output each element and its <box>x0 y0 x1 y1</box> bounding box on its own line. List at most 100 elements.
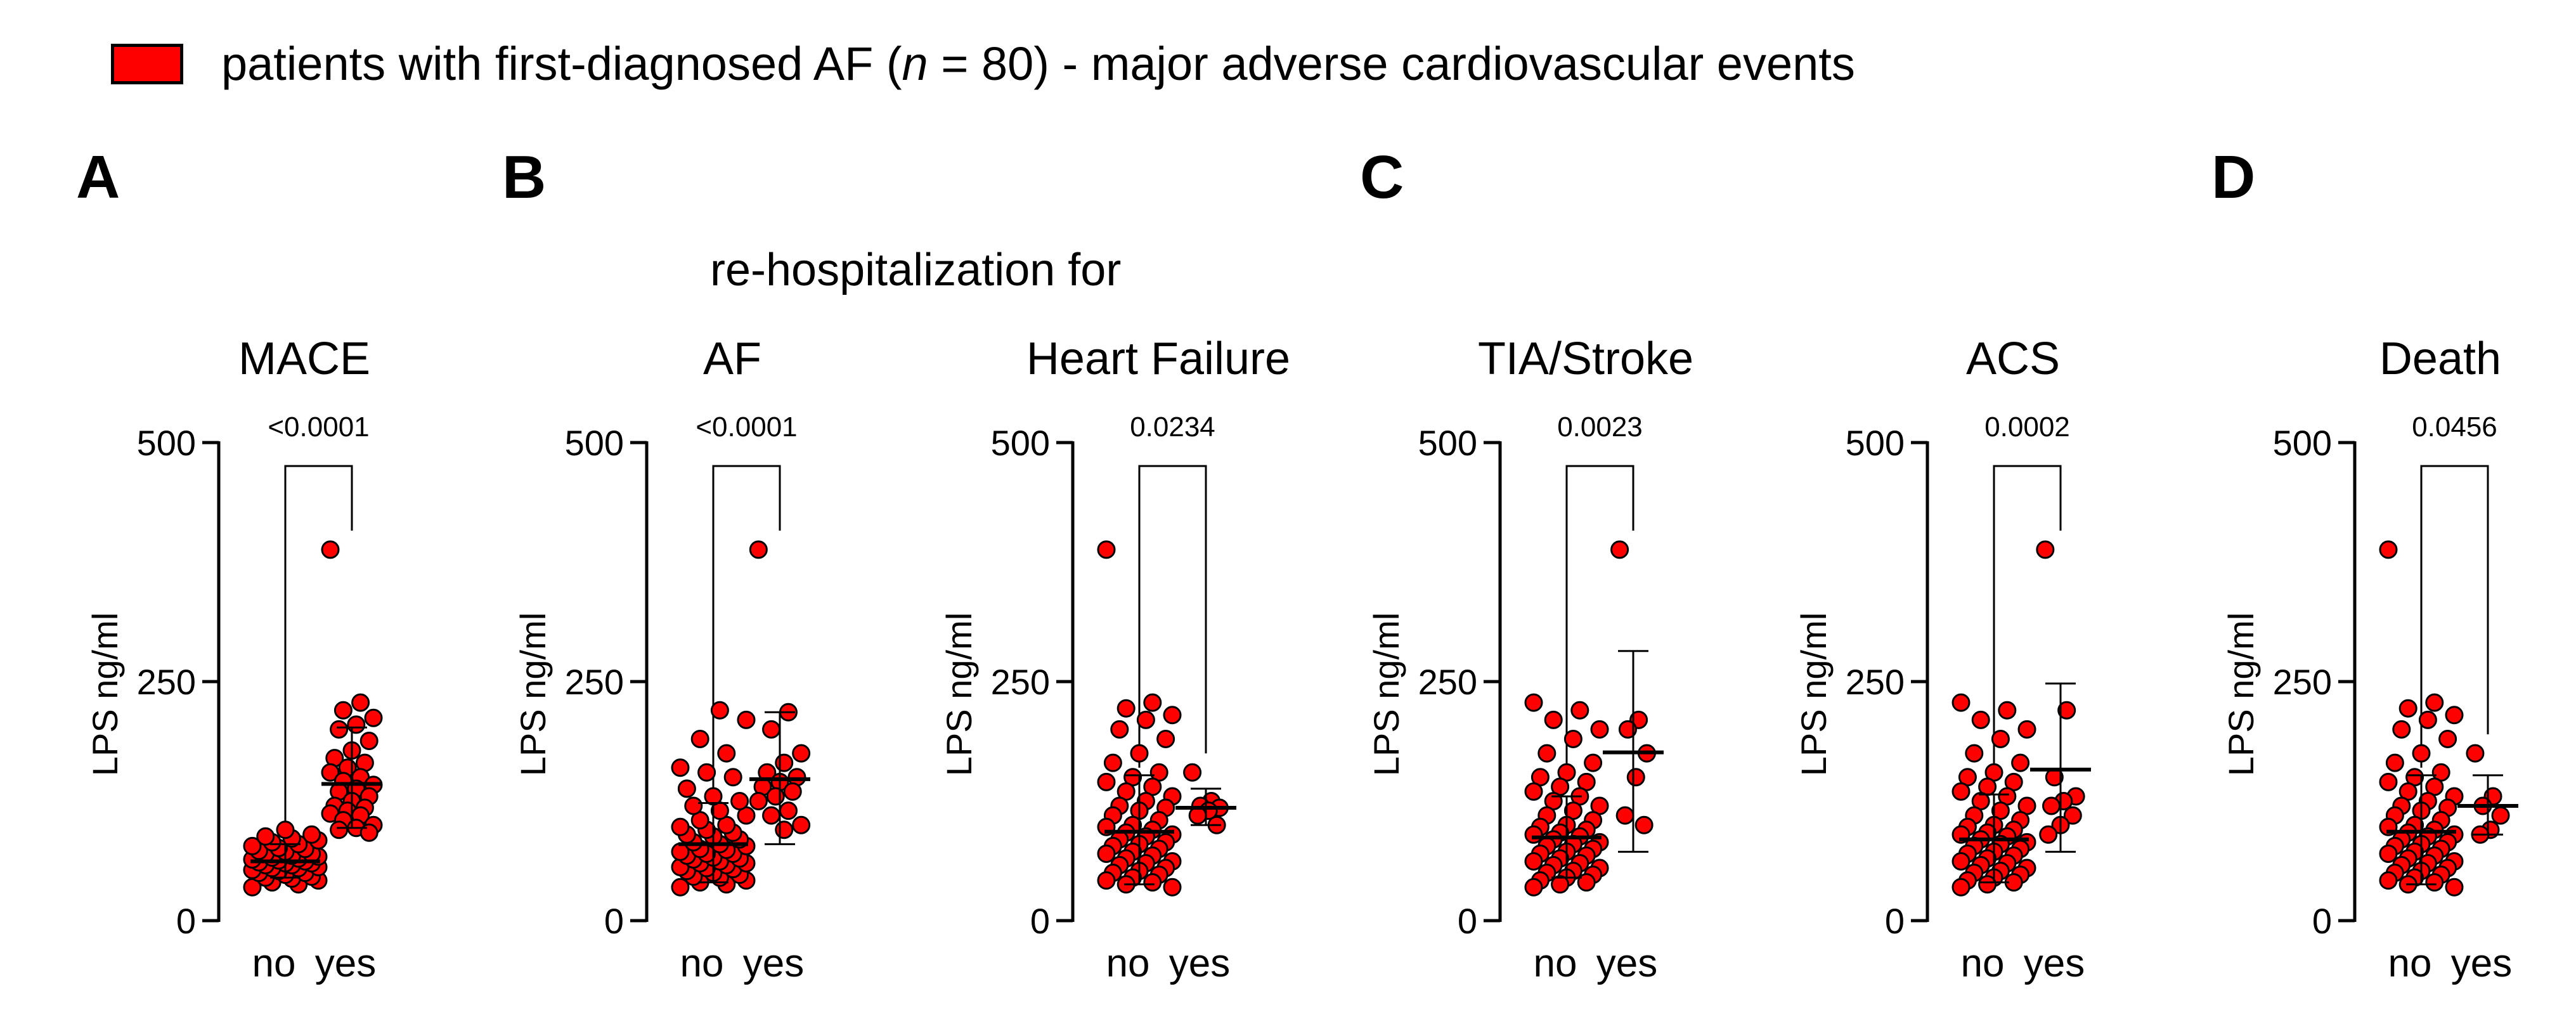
data-point-no <box>1998 701 2017 720</box>
data-point-yes <box>347 715 366 734</box>
y-axis-label: LPS ng/ml <box>1794 612 1834 776</box>
data-point-no <box>671 878 690 897</box>
data-point-no <box>2412 744 2431 763</box>
data-point-yes <box>1610 540 1629 559</box>
data-point-yes <box>359 823 379 842</box>
x-tick-label-no: no <box>1534 942 1577 985</box>
y-tick-label: 500 <box>2273 423 2332 463</box>
chart-title: AF <box>703 334 761 384</box>
y-tick-label: 0 <box>1885 901 1905 941</box>
x-tick-label-no: no <box>1106 942 1150 985</box>
significance-bracket <box>1138 465 1207 768</box>
data-point-yes <box>321 540 340 559</box>
p-value-label: <0.0001 <box>268 412 369 443</box>
data-point-yes <box>783 782 802 801</box>
data-point-no <box>730 792 749 810</box>
data-point-no <box>1951 782 1971 801</box>
p-value-label: 0.0023 <box>1557 412 1643 443</box>
data-point-no <box>1584 753 1603 772</box>
y-tick-label: 250 <box>137 662 196 702</box>
data-point-no <box>2011 753 2030 772</box>
data-point-yes <box>792 815 811 834</box>
chart-title: MACE <box>238 334 370 384</box>
data-point-no <box>1130 744 1149 763</box>
data-point-yes <box>749 540 768 559</box>
data-point-no <box>1524 825 1543 844</box>
data-point-no <box>1965 744 1984 763</box>
data-point-no <box>1951 852 1971 871</box>
y-tick-label: 250 <box>991 662 1050 702</box>
data-point-no <box>1991 729 2010 748</box>
y-tick-label: 250 <box>1418 662 1477 702</box>
y-tick-label: 500 <box>565 423 624 463</box>
y-axis-label: LPS ng/ml <box>513 612 553 776</box>
data-point-no <box>2017 720 2036 739</box>
y-axis-label: LPS ng/ml <box>939 612 979 776</box>
data-point-no <box>697 763 716 782</box>
data-point-no <box>1110 720 1129 739</box>
data-point-no <box>2445 706 2464 725</box>
y-tick-label: 0 <box>1458 901 1477 941</box>
y-tick-label: 0 <box>604 901 624 941</box>
data-point-yes <box>1634 815 1654 834</box>
data-point-yes <box>2042 796 2061 815</box>
y-tick-label: 500 <box>1846 423 1905 463</box>
y-axis-label: LPS ng/ml <box>85 612 125 776</box>
data-point-yes <box>766 787 785 806</box>
x-tick-label-yes: yes <box>1596 942 1657 985</box>
data-point-no <box>1524 782 1543 801</box>
data-point-no <box>2425 693 2444 712</box>
data-point-no <box>1524 852 1543 871</box>
data-point-no <box>671 758 690 777</box>
chart-0: MACE 0 250 500 LPS ng/ml no yes <0.0001 <box>85 334 383 985</box>
significance-bracket <box>1993 465 2062 787</box>
data-point-no <box>1570 701 1589 720</box>
data-point-no <box>1577 873 1596 892</box>
y-tick-label: 0 <box>2312 901 2332 941</box>
data-point-no <box>2379 772 2398 791</box>
data-point-no <box>677 779 696 798</box>
data-point-no <box>690 729 709 748</box>
x-tick-label-no: no <box>252 942 296 985</box>
legend-prefix: patients with first-diagnosed AF ( <box>221 37 902 90</box>
chart-title: ACS <box>1966 334 2060 384</box>
data-point-no <box>1097 844 1116 863</box>
data-point-no <box>1951 693 1971 712</box>
y-tick-label: 500 <box>1418 423 1477 463</box>
legend-swatch <box>111 43 183 84</box>
data-point-no <box>1590 720 1609 739</box>
data-point-no <box>1156 729 1175 748</box>
panel-letter-a: A <box>76 143 120 211</box>
data-point-yes <box>2491 806 2510 825</box>
x-tick-label-no: no <box>2388 942 2432 985</box>
y-tick-label: 500 <box>991 423 1050 463</box>
data-point-no <box>1163 706 1182 725</box>
y-tick-label: 500 <box>137 423 196 463</box>
legend-suffix: = 80) - major adverse cardiovascular eve… <box>928 37 1855 90</box>
chart-title: Heart Failure <box>1026 334 1290 384</box>
data-point-no <box>2392 720 2411 739</box>
data-point-no <box>302 825 321 844</box>
data-point-no <box>1951 878 1971 897</box>
panel-letter-b: B <box>502 143 547 211</box>
y-axis-label: LPS ng/ml <box>1366 612 1406 776</box>
data-point-no <box>1537 744 1557 763</box>
data-point-no <box>276 820 295 839</box>
data-point-no <box>1524 693 1543 712</box>
data-point-no <box>1136 710 1155 729</box>
y-tick-label: 250 <box>2273 662 2332 702</box>
data-point-yes <box>330 720 349 739</box>
p-value-label: 0.0002 <box>1984 412 2070 443</box>
data-point-no <box>243 836 262 855</box>
chart-4: ACS 0 250 500 LPS ng/ml no yes 0.0002 <box>1794 334 2091 985</box>
chart-3: TIA/Stroke 0 250 500 LPS ng/ml no yes 0.0023 <box>1366 334 1693 985</box>
data-point-no <box>1097 772 1116 791</box>
data-point-yes <box>333 701 353 720</box>
legend-n-symbol: n <box>902 37 928 90</box>
data-point-no <box>737 710 756 729</box>
x-tick-label-yes: yes <box>743 942 804 985</box>
data-point-yes <box>1183 763 1202 782</box>
significance-bracket <box>2420 465 2489 768</box>
data-point-no <box>717 744 736 763</box>
